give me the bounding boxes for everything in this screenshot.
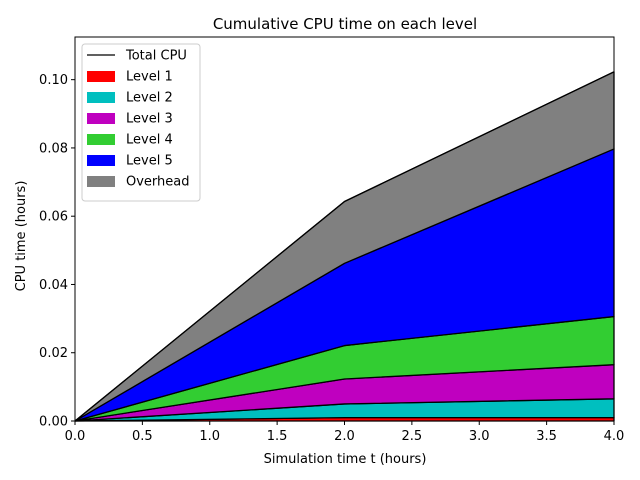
y-tick-label: 0.08 [39,141,68,156]
x-tick-label: 0.0 [65,429,86,444]
stacked-areas [74,71,615,422]
legend-swatch-level-4 [87,134,115,145]
x-tick-label: 3.0 [469,429,490,444]
total-cpu-line [74,71,615,422]
x-axis-label: Simulation time t (hours) [264,452,427,467]
legend-swatch-level-1 [87,71,115,82]
legend-label-overhead: Overhead [126,175,190,190]
chart-title: Cumulative CPU time on each level [213,15,477,33]
legend-label-level-1: Level 1 [126,70,173,85]
legend-label-level-3: Level 3 [126,112,173,127]
legend-label-level-5: Level 5 [126,154,173,169]
x-tick-label: 3.5 [536,429,557,444]
x-tick-label: 1.0 [199,429,220,444]
legend-swatch-level-3 [87,113,115,124]
x-tick-label: 1.5 [267,429,288,444]
y-tick-label: 0.02 [39,346,68,361]
y-axis-ticks: 0.00 0.02 0.04 0.06 0.08 0.10 [39,73,75,430]
legend-swatch-level-2 [87,92,115,103]
x-axis-ticks: 0.0 0.5 1.0 1.5 2.0 2.5 3.0 3.5 4.0 [65,421,625,444]
y-tick-label: 0.06 [39,210,68,225]
y-tick-label: 0.04 [39,278,68,293]
legend-label-level-2: Level 2 [126,91,173,106]
total-line-group [74,71,615,422]
y-axis-label: CPU time (hours) [14,181,29,292]
x-tick-label: 4.0 [604,429,625,444]
legend-swatch-overhead [87,176,115,187]
y-tick-label: 0.00 [39,415,68,430]
legend-label-level-4: Level 4 [126,133,173,148]
x-tick-label: 0.5 [132,429,153,444]
x-tick-label: 2.0 [334,429,355,444]
y-tick-label: 0.10 [39,73,68,88]
legend-swatch-level-5 [87,155,115,166]
legend: Total CPU Level 1 Level 2 Level 3 Level 4 Lev… [81,43,201,202]
x-tick-label: 2.5 [402,429,423,444]
legend-label-total-cpu: Total CPU [125,49,187,64]
